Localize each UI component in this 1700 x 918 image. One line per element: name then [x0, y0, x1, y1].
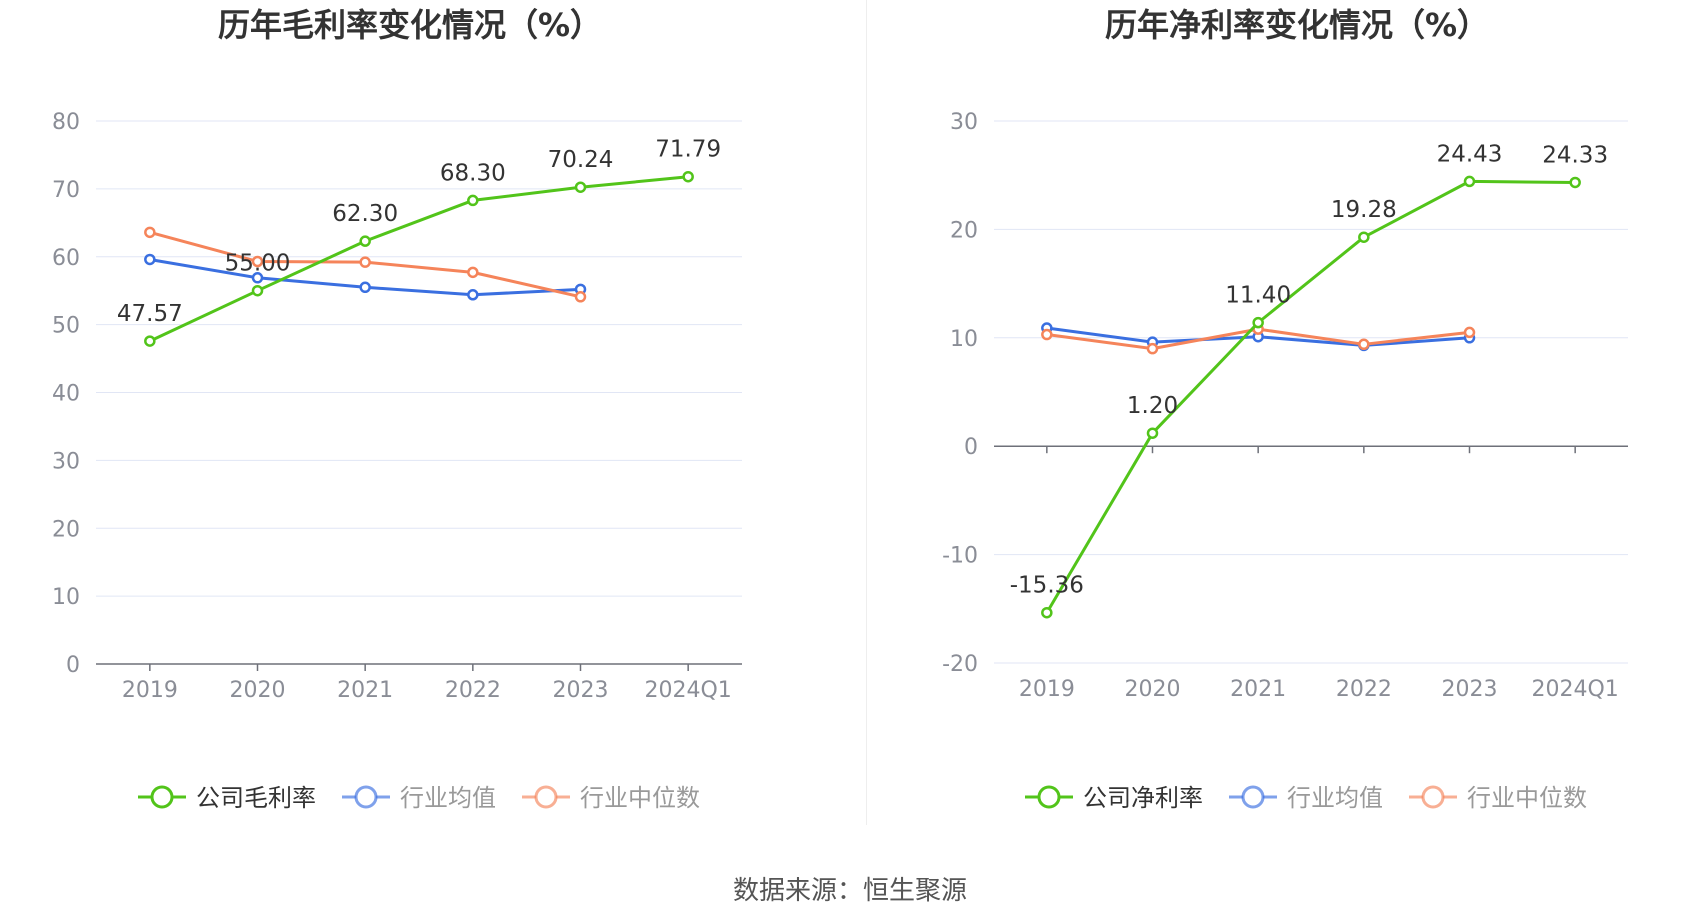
- gross-x-tick-label: 2021: [337, 678, 393, 703]
- net-x-tick-label: 2020: [1125, 677, 1181, 702]
- net-y-tick-label: -10: [942, 544, 978, 569]
- net-data-point[interactable]: [1358, 338, 1370, 351]
- net-series-line-0: [1045, 179, 1576, 614]
- net-y-tick-label: -20: [942, 652, 978, 677]
- gross-y-tick-label: 40: [52, 382, 80, 407]
- net-x-tick-label: 2024Q1: [1532, 677, 1619, 702]
- gross-data-point[interactable]: [359, 281, 371, 294]
- gross-legend-label: 行业中位数: [580, 784, 700, 812]
- gross-series-line-0: [149, 175, 689, 343]
- net-data-point[interactable]: [1252, 316, 1264, 329]
- gross-legend-marker[interactable]: [150, 785, 174, 809]
- net-data-point[interactable]: [1463, 326, 1476, 339]
- net-legend-label: 公司净利率: [1083, 784, 1203, 812]
- net-y-tick-label: 0: [964, 435, 978, 460]
- net-chart-title: 历年净利率变化情况（%）: [1105, 6, 1489, 44]
- gross-legend-label: 公司毛利率: [196, 784, 316, 812]
- gross-y-tick-label: 0: [66, 653, 80, 678]
- net-data-point[interactable]: [1146, 427, 1159, 439]
- gross-data-point[interactable]: [251, 272, 264, 284]
- net-x-tick-label: 2022: [1336, 677, 1392, 702]
- net-legend-label: 行业中位数: [1467, 784, 1587, 812]
- gross-data-point[interactable]: [467, 266, 479, 279]
- net-legend-label: 行业均值: [1287, 784, 1383, 812]
- gross-x-tick-label: 2020: [230, 678, 286, 703]
- gross-data-label: 68.30: [440, 160, 506, 186]
- gross-data-point[interactable]: [682, 170, 694, 183]
- gross-legend-label: 行业均值: [400, 784, 496, 812]
- gross-data-point[interactable]: [467, 289, 479, 301]
- gross-legend-marker[interactable]: [534, 785, 558, 809]
- net-x-tick-label: 2019: [1019, 677, 1075, 702]
- net-y-tick-label: 20: [950, 218, 978, 243]
- gross-data-point[interactable]: [574, 181, 587, 193]
- gross-data-label: 55.00: [225, 251, 291, 277]
- net-legend-marker[interactable]: [1241, 785, 1265, 809]
- gross-x-tick-label: 2022: [445, 678, 501, 703]
- gross-chart-title: 历年毛利率变化情况（%）: [218, 6, 602, 44]
- net-data-label: 24.33: [1542, 142, 1608, 168]
- chart-divider: [866, 0, 867, 825]
- gross-y-tick-label: 20: [52, 517, 80, 542]
- gross-data-point[interactable]: [144, 226, 156, 239]
- net-data-label: 1.20: [1127, 393, 1178, 419]
- net-data-label: 24.43: [1437, 141, 1503, 167]
- gross-data-point[interactable]: [144, 253, 156, 266]
- net-legend-marker[interactable]: [1421, 785, 1445, 809]
- net-data-point[interactable]: [1146, 342, 1159, 355]
- gross-y-tick-label: 70: [52, 178, 80, 203]
- net-data-point[interactable]: [1463, 175, 1476, 188]
- net-legend-marker[interactable]: [1037, 785, 1061, 809]
- gross-y-tick-label: 60: [52, 246, 80, 271]
- net-data-label: 11.40: [1225, 283, 1291, 309]
- gross-y-tick-label: 80: [52, 110, 80, 135]
- gross-data-point[interactable]: [251, 284, 264, 297]
- gross-y-tick-label: 30: [52, 449, 80, 474]
- gross-data-label: 70.24: [548, 147, 614, 173]
- net-data-label: -15.36: [1010, 573, 1084, 599]
- gross-legend-marker[interactable]: [354, 785, 378, 809]
- net-data-point[interactable]: [1358, 231, 1370, 243]
- gross-data-point[interactable]: [359, 256, 371, 268]
- net-data-point[interactable]: [1041, 328, 1053, 341]
- gross-x-tick-label: 2024Q1: [645, 678, 732, 703]
- gross-y-tick-label: 50: [52, 314, 80, 339]
- gross-data-label: 62.30: [332, 201, 398, 227]
- net-y-tick-label: 30: [950, 110, 978, 135]
- gross-data-point[interactable]: [144, 335, 156, 347]
- net-x-tick-label: 2021: [1230, 677, 1286, 702]
- net-data-label: 19.28: [1331, 197, 1397, 223]
- data-source-text: 数据来源：恒生聚源: [733, 876, 967, 906]
- gross-x-tick-label: 2019: [122, 678, 178, 703]
- gross-data-point[interactable]: [574, 291, 587, 303]
- gross-x-tick-label: 2023: [553, 678, 609, 703]
- net-data-point[interactable]: [1569, 176, 1581, 189]
- gross-y-tick-label: 10: [52, 585, 80, 610]
- gross-data-label: 47.57: [117, 301, 183, 327]
- gross-data-point[interactable]: [251, 255, 264, 268]
- net-y-tick-label: 10: [950, 327, 978, 352]
- net-data-point[interactable]: [1041, 606, 1053, 619]
- gross-data-label: 71.79: [655, 137, 721, 163]
- gross-data-point[interactable]: [359, 235, 371, 247]
- net-x-tick-label: 2023: [1442, 677, 1498, 702]
- gross-data-point[interactable]: [467, 194, 479, 207]
